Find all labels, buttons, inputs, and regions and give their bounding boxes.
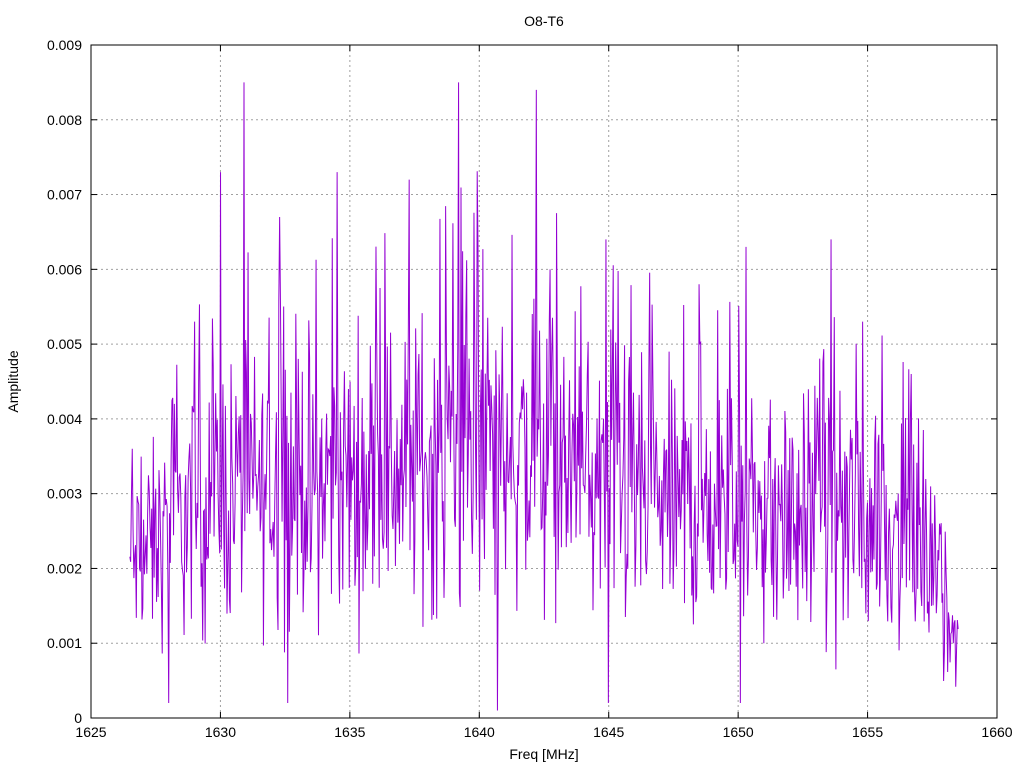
y-tick-label: 0.007 xyxy=(47,187,82,203)
y-tick-label: 0.008 xyxy=(47,112,82,128)
x-tick-label: 1635 xyxy=(334,724,365,740)
chart-title: O8-T6 xyxy=(524,13,564,29)
series-line xyxy=(129,82,959,711)
x-tick-label: 1645 xyxy=(593,724,624,740)
y-tick-label: 0.009 xyxy=(47,37,82,53)
series-layer xyxy=(129,82,959,711)
x-axis-label: Freq [MHz] xyxy=(509,746,578,762)
x-tick-label: 1640 xyxy=(464,724,495,740)
plot-frame xyxy=(90,44,998,719)
x-tick-label: 1660 xyxy=(981,724,1012,740)
y-tick-label: 0.006 xyxy=(47,261,82,277)
y-tick-label: 0.004 xyxy=(47,411,82,427)
y-tick-label: 0.002 xyxy=(47,560,82,576)
y-tick-label: 0.005 xyxy=(47,336,82,352)
x-tick-label: 1625 xyxy=(75,724,106,740)
x-tick-label: 1650 xyxy=(723,724,754,740)
y-tick-label: 0.003 xyxy=(47,486,82,502)
y-tick-labels: 0 0.001 0.002 0.003 0.004 0.005 0.006 0.007 0.00… xyxy=(47,37,82,726)
tick-marks xyxy=(90,44,998,719)
y-tick-label: 0.001 xyxy=(47,635,82,651)
x-tick-label: 1630 xyxy=(205,724,236,740)
y-axis-label: Amplitude xyxy=(5,350,21,412)
x-tick-labels: 1625 1630 1635 1640 1645 1650 1655 1660 xyxy=(75,724,1012,740)
x-tick-label: 1655 xyxy=(852,724,883,740)
y-tick-label: 0 xyxy=(74,710,82,726)
